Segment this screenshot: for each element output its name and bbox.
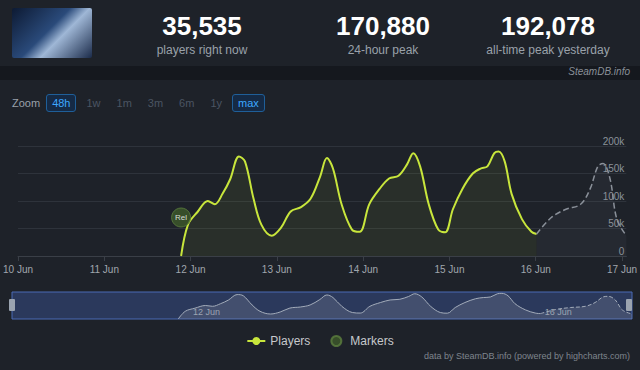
svg-text:100k: 100k (602, 190, 625, 202)
html-text:SteamDB.info: SteamDB.info (568, 66, 630, 77)
html-text:players right now: players right now (156, 43, 248, 57)
html-text:170,880: 170,880 (336, 11, 430, 41)
svg-text:13 Jun: 13 Jun (262, 264, 292, 275)
html-text:data by SteamDB.info (powered: data by SteamDB.info (powered by highcha… (423, 351, 630, 361)
svg-text:11 Jun: 11 Jun (90, 264, 119, 275)
svg-text:200k: 200k (603, 136, 626, 147)
html-text:all-time peak yesterday: all-time peak yesterday (486, 43, 610, 57)
html-text:1w: 1w (86, 97, 101, 109)
html-text:24-hour peak: 24-hour peak (347, 43, 419, 57)
svg-text:150k: 150k (602, 163, 625, 174)
svg-text:16 Jun: 16 Jun (521, 264, 551, 275)
html-text:Zoom: Zoom (12, 97, 41, 109)
html-text:max: max (238, 97, 259, 109)
svg-text:Rel: Rel (175, 213, 187, 222)
html-text:6m: 6m (179, 97, 195, 109)
html-text:1y: 1y (210, 97, 222, 109)
html-text:35,535: 35,535 (162, 11, 242, 41)
html-text:1m: 1m (116, 97, 132, 109)
svg-text:Players: Players (270, 334, 310, 348)
html-text:3m: 3m (147, 97, 164, 109)
svg-text:14 Jun: 14 Jun (348, 264, 378, 275)
svg-text:17 Jun: 17 Jun (607, 264, 637, 275)
html-text:192,078: 192,078 (501, 11, 595, 41)
svg-text:Markers: Markers (350, 334, 393, 348)
svg-text:10 Jun: 10 Jun (3, 264, 33, 275)
svg-text:15 Jun: 15 Jun (434, 264, 464, 275)
svg-text:12 Jun: 12 Jun (176, 264, 206, 275)
html-text:48h: 48h (52, 97, 71, 109)
